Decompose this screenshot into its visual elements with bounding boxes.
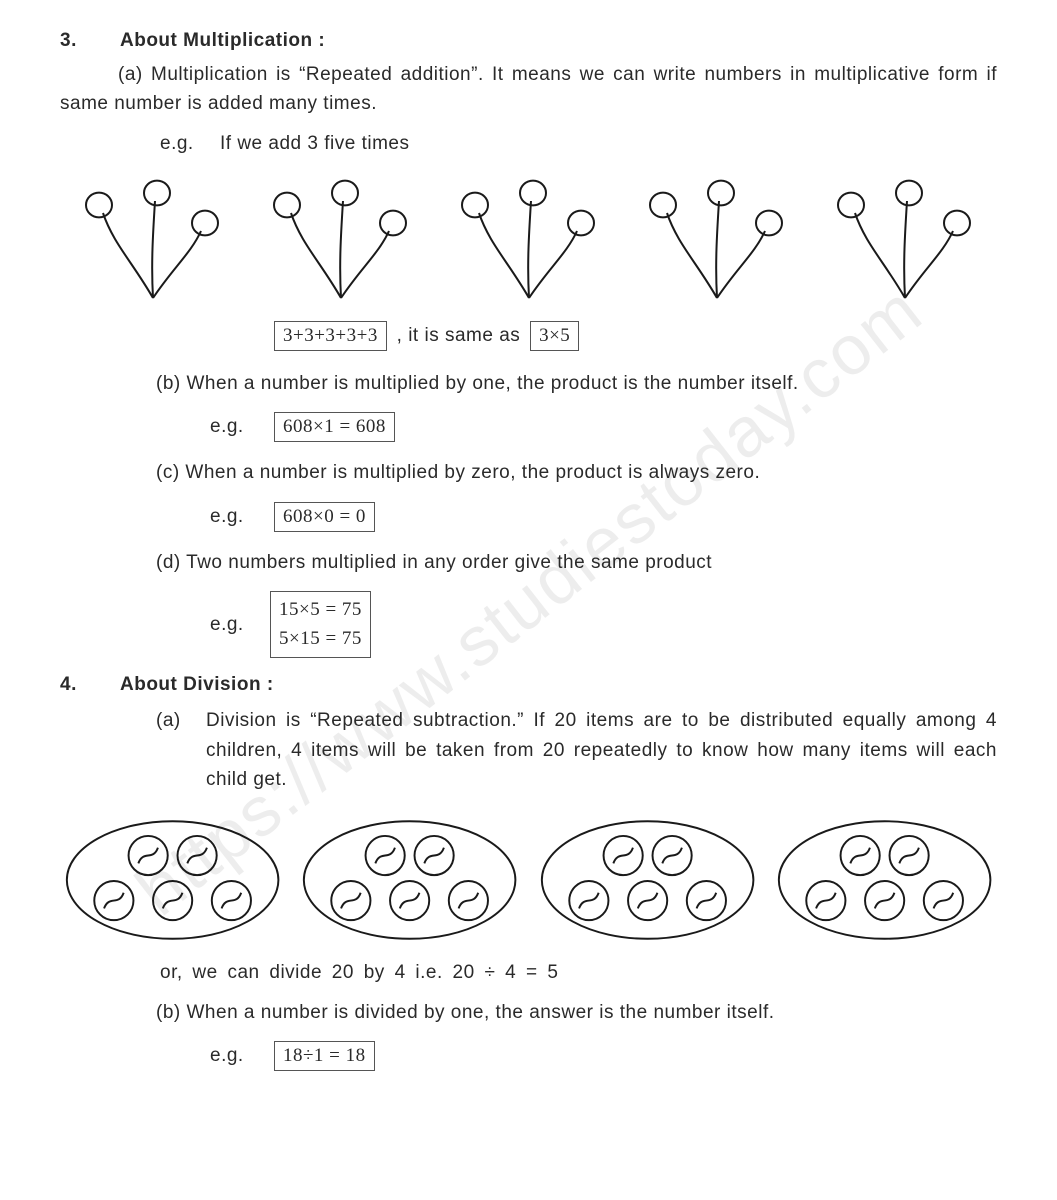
sec4-a-text: Division is “Repeated subtraction.” If 2… bbox=[206, 706, 997, 794]
sec3-addition-equation: 3+3+3+3+3 , it is same as 3×5 bbox=[270, 321, 997, 351]
sec4-a-label: (a) bbox=[156, 706, 206, 794]
sec3-b-box: 608×1 = 608 bbox=[274, 412, 395, 442]
oval-group-icon bbox=[772, 813, 997, 948]
section-title: About Multiplication : bbox=[120, 30, 325, 52]
sec3-c-box: 608×0 = 0 bbox=[274, 502, 375, 532]
page-content: 3. About Multiplication : (a) Multiplica… bbox=[60, 30, 997, 1071]
oval-diagram-row bbox=[60, 813, 997, 948]
section-title: About Division : bbox=[120, 674, 274, 696]
sec3-b-example: e.g. 608×1 = 608 bbox=[210, 412, 997, 442]
eg-label: e.g. bbox=[210, 1045, 270, 1067]
sec3-item-d: (d) Two numbers multiplied in any order … bbox=[156, 548, 997, 577]
sec3-eg-intro: e.g. If we add 3 five times bbox=[160, 133, 997, 155]
flower-diagram-row bbox=[60, 173, 997, 303]
sec3-item-c: (c) When a number is multiplied by zero,… bbox=[156, 458, 997, 487]
sec3-d-line1: 15×5 = 75 bbox=[279, 599, 362, 620]
section-number: 4. bbox=[60, 674, 120, 696]
flower-cluster-icon bbox=[449, 173, 609, 303]
flower-cluster-icon bbox=[637, 173, 797, 303]
section-number: 3. bbox=[60, 30, 120, 52]
oval-group-icon bbox=[535, 813, 760, 948]
oval-group-icon bbox=[60, 813, 285, 948]
sec3-item-b: (b) When a number is multiplied by one, … bbox=[156, 369, 997, 398]
sec3-d-example: e.g. 15×5 = 75 5×15 = 75 bbox=[210, 591, 997, 658]
sec3-d-line2: 5×15 = 75 bbox=[279, 628, 362, 649]
flower-cluster-icon bbox=[261, 173, 421, 303]
sec3-c-example: e.g. 608×0 = 0 bbox=[210, 502, 997, 532]
sec4-or-line: or, we can divide 20 by 4 i.e. 20 ÷ 4 = … bbox=[160, 962, 997, 984]
oval-group-icon bbox=[297, 813, 522, 948]
sec4-b-box: 18÷1 = 18 bbox=[274, 1041, 375, 1071]
sec4-item-b: (b) When a number is divided by one, the… bbox=[156, 998, 997, 1027]
flower-cluster-icon bbox=[73, 173, 233, 303]
eg-label: e.g. bbox=[210, 614, 270, 636]
same-as-text: , it is same as bbox=[397, 325, 521, 346]
eg-label: e.g. bbox=[210, 506, 270, 528]
mult-box: 3×5 bbox=[530, 321, 579, 351]
addition-box: 3+3+3+3+3 bbox=[274, 321, 387, 351]
eg-label: e.g. bbox=[210, 416, 270, 438]
sec3-item-a: (a) Multiplication is “Repeated addition… bbox=[60, 60, 997, 119]
eg-label: e.g. bbox=[160, 133, 220, 155]
eg-intro-text: If we add 3 five times bbox=[220, 133, 409, 155]
sec3-d-box: 15×5 = 75 5×15 = 75 bbox=[270, 591, 371, 658]
section-3-header: 3. About Multiplication : bbox=[60, 30, 997, 52]
flower-cluster-icon bbox=[825, 173, 985, 303]
sec4-item-a: (a) Division is “Repeated subtraction.” … bbox=[156, 706, 997, 794]
section-4-header: 4. About Division : bbox=[60, 674, 997, 696]
sec4-b-example: e.g. 18÷1 = 18 bbox=[210, 1041, 997, 1071]
